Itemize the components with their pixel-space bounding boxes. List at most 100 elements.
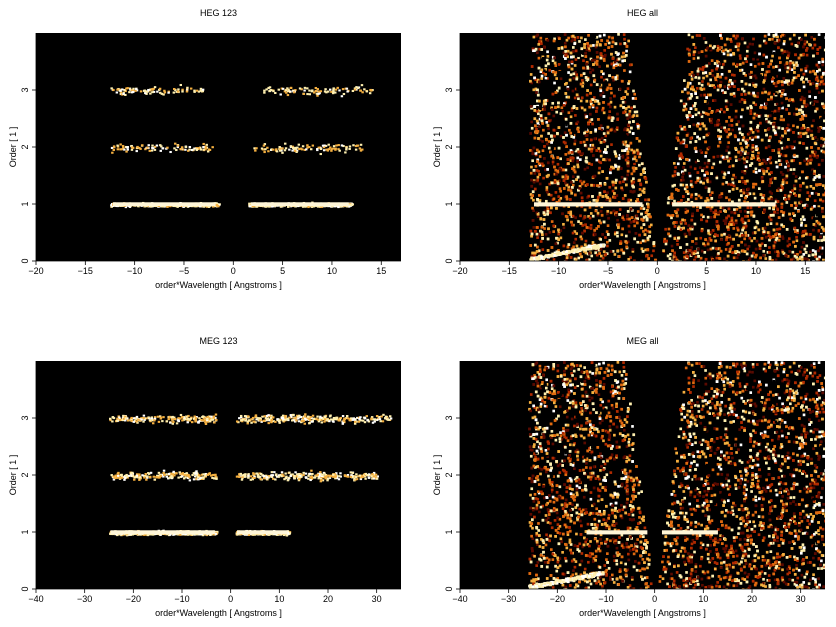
heatmap-pixel xyxy=(720,238,723,241)
heatmap-pixel xyxy=(553,73,557,77)
heatmap-pixel xyxy=(782,42,786,46)
heatmap-pixel xyxy=(646,203,650,206)
heatmap-pixel xyxy=(690,94,694,98)
heatmap-pixel xyxy=(752,170,756,173)
heatmap-pixel xyxy=(536,123,539,127)
heatmap-pixel xyxy=(626,240,630,244)
heatmap-pixel xyxy=(744,93,747,96)
heatmap-pixel xyxy=(700,227,704,231)
heatmap-pixel xyxy=(687,97,690,101)
heatmap-pixel xyxy=(536,245,539,249)
heatmap-pixel xyxy=(295,150,298,153)
heatmap-pixel xyxy=(640,226,643,230)
heatmap-pixel xyxy=(792,168,796,171)
heatmap-pixel xyxy=(652,249,655,253)
heatmap-pixel xyxy=(673,170,677,173)
heatmap-pixel xyxy=(167,90,171,93)
heatmap-pixel xyxy=(801,204,805,207)
heatmap-pixel xyxy=(585,48,589,52)
heatmap-pixel xyxy=(111,151,114,154)
heatmap-pixel xyxy=(355,88,358,91)
heatmap-pixel xyxy=(787,197,791,201)
heatmap-pixel xyxy=(147,144,150,147)
heatmap-pixel xyxy=(791,250,795,254)
heatmap-pixel xyxy=(785,201,789,204)
heatmap-pixel xyxy=(662,249,665,253)
heatmap-pixel xyxy=(570,247,574,251)
heatmap-pixel xyxy=(529,149,532,152)
heatmap-pixel xyxy=(715,223,718,227)
heatmap-pixel xyxy=(185,90,189,93)
heatmap-pixel xyxy=(310,205,314,208)
heatmap-pixel xyxy=(732,223,736,226)
heatmap-pixel xyxy=(609,105,612,109)
heatmap-pixel xyxy=(746,214,749,218)
heatmap-pixel xyxy=(529,193,533,196)
heatmap-pixel xyxy=(772,125,775,129)
heatmap-pixel xyxy=(568,128,571,132)
heatmap-pixel xyxy=(748,192,752,196)
heatmap-pixel xyxy=(134,89,137,92)
heatmap-pixel xyxy=(568,84,572,88)
heatmap-pixel xyxy=(808,70,812,74)
heatmap-pixel xyxy=(204,145,207,148)
heatmap-pixel xyxy=(572,72,576,76)
heatmap-pixel xyxy=(547,132,550,135)
heatmap-pixel xyxy=(731,128,735,132)
heatmap-pixel xyxy=(628,230,631,234)
heatmap-pixel xyxy=(539,40,543,43)
y-axis-label: Order [ 1 ] xyxy=(8,127,18,168)
heatmap-pixel xyxy=(576,120,580,124)
heatmap-pixel xyxy=(694,146,698,150)
heatmap-pixel xyxy=(345,148,348,151)
heatmap-pixel xyxy=(122,91,125,94)
heatmap-pixel xyxy=(144,148,147,151)
heatmap-pixel xyxy=(556,89,559,93)
heatmap-pixel xyxy=(805,40,809,44)
heatmap-pixel xyxy=(640,162,644,166)
heatmap-pixel xyxy=(567,63,570,67)
heatmap-pixel xyxy=(765,120,769,123)
heatmap-pixel xyxy=(795,256,798,259)
heatmap-pixel xyxy=(706,147,710,151)
heatmap-pixel xyxy=(557,230,561,234)
heatmap-pixel xyxy=(329,146,332,149)
heatmap-pixel xyxy=(159,91,162,94)
heatmap-pixel xyxy=(704,154,707,158)
heatmap-pixel xyxy=(595,227,599,230)
heatmap-pixel xyxy=(680,154,683,158)
heatmap-pixel xyxy=(291,146,295,149)
heatmap-pixel xyxy=(780,115,783,118)
heatmap-pixel xyxy=(739,154,743,157)
heatmap-pixel xyxy=(563,181,567,185)
heatmap-pixel xyxy=(588,216,592,220)
heatmap-pixel xyxy=(737,44,740,48)
heatmap-pixel xyxy=(818,82,822,86)
heatmap-pixel xyxy=(311,89,314,92)
heatmap-pixel xyxy=(598,149,602,153)
heatmap-pixel xyxy=(794,206,797,210)
heatmap-pixel xyxy=(754,83,758,87)
heatmap-pixel xyxy=(552,128,556,132)
heatmap-pixel xyxy=(716,111,720,115)
heatmap-pixel xyxy=(676,243,679,246)
heatmap-pixel xyxy=(679,99,683,103)
heatmap-pixel xyxy=(135,87,138,90)
heatmap-pixel xyxy=(696,44,700,48)
heatmap-pixel xyxy=(555,77,559,80)
heatmap-pixel xyxy=(569,210,573,214)
heatmap-pixel xyxy=(783,93,787,96)
heatmap-pixel xyxy=(570,107,574,111)
heatmap-pixel xyxy=(789,192,792,196)
heatmap-pixel xyxy=(160,92,164,95)
heatmap-pixel xyxy=(689,165,693,169)
heatmap-pixel xyxy=(569,198,572,201)
heatmap-pixel xyxy=(627,198,631,202)
heatmap-pixel xyxy=(781,93,784,96)
heatmap-pixel xyxy=(620,175,624,179)
heatmap-pixel xyxy=(589,138,593,142)
heatmap-pixel xyxy=(555,236,558,240)
heatmap-pixel xyxy=(294,89,297,92)
heatmap-pixel xyxy=(679,152,683,156)
heatmap-pixel xyxy=(536,198,539,201)
